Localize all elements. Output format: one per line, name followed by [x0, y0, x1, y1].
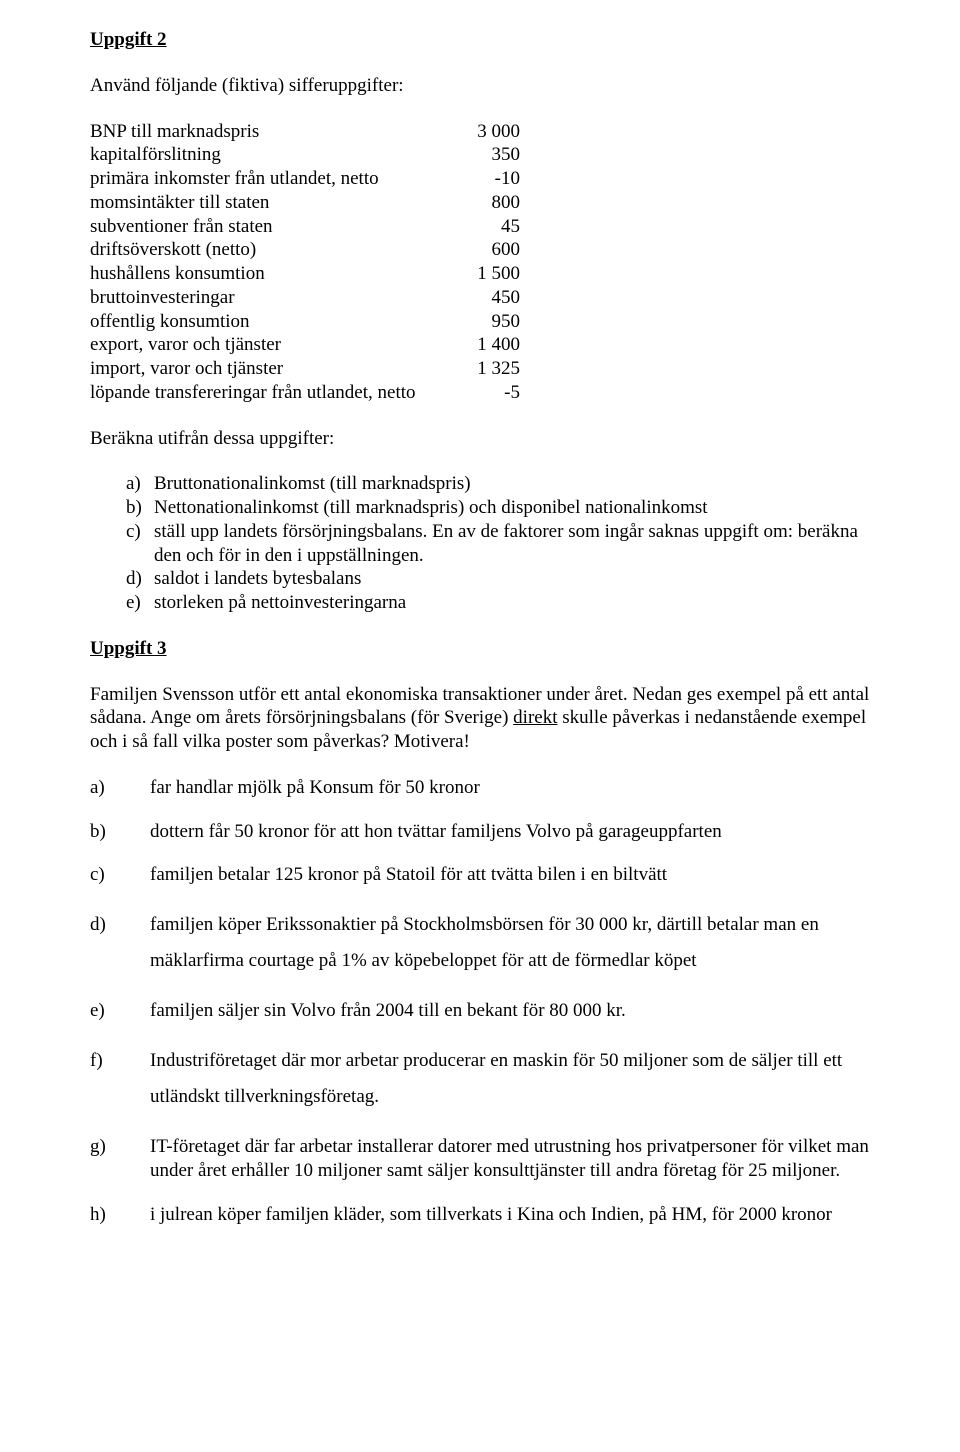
data-row: kapitalförslitning 350 [90, 143, 870, 167]
list-text: ställ upp landets försörjningsbalans. En… [154, 520, 870, 568]
list-item: b) Nettonationalinkomst (till marknadspr… [126, 496, 870, 520]
data-row: löpande transfereringar från utlandet, n… [90, 381, 870, 405]
uppgift2-data-block: BNP till marknadspris 3 000 kapitalförsl… [90, 120, 870, 405]
question-item: b) dottern får 50 kronor för att hon tvä… [90, 820, 870, 844]
data-value: 1 400 [460, 333, 520, 357]
list-text: Bruttonationalinkomst (till marknadspris… [154, 472, 870, 496]
data-label: kapitalförslitning [90, 143, 460, 167]
data-row: primära inkomster från utlandet, netto -… [90, 167, 870, 191]
list-marker: d) [126, 567, 154, 591]
list-item: d) saldot i landets bytesbalans [126, 567, 870, 591]
data-value: -5 [460, 381, 520, 405]
question-marker: e) [90, 999, 150, 1023]
question-text: far handlar mjölk på Konsum för 50 krono… [150, 776, 870, 800]
data-value: 1 500 [460, 262, 520, 286]
data-row: export, varor och tjänster 1 400 [90, 333, 870, 357]
list-item: c) ställ upp landets försörjningsbalans.… [126, 520, 870, 568]
question-item: g) IT-företaget där far arbetar installe… [90, 1135, 870, 1183]
question-text: familjen köper Erikssonaktier på Stockho… [150, 907, 870, 979]
list-text: Nettonationalinkomst (till marknadspris)… [154, 496, 870, 520]
uppgift3-title: Uppgift 3 [90, 637, 870, 661]
data-row: bruttoinvesteringar 450 [90, 286, 870, 310]
data-value: 350 [460, 143, 520, 167]
uppgift3-intro: Familjen Svensson utför ett antal ekonom… [90, 683, 870, 754]
list-marker: c) [126, 520, 154, 568]
question-text: IT-företaget där far arbetar installerar… [150, 1135, 870, 1183]
data-label: BNP till marknadspris [90, 120, 460, 144]
question-marker: a) [90, 776, 150, 800]
intro-underlined: direkt [513, 707, 557, 728]
data-label: löpande transfereringar från utlandet, n… [90, 381, 460, 405]
data-row: import, varor och tjänster 1 325 [90, 357, 870, 381]
list-item: e) storleken på nettoinvesteringarna [126, 591, 870, 615]
data-label: import, varor och tjänster [90, 357, 460, 381]
data-label: hushållens konsumtion [90, 262, 460, 286]
question-item: d) familjen köper Erikssonaktier på Stoc… [90, 907, 870, 979]
list-marker: b) [126, 496, 154, 520]
data-row: hushållens konsumtion 1 500 [90, 262, 870, 286]
question-marker: g) [90, 1135, 150, 1183]
data-value: 800 [460, 191, 520, 215]
question-item: f) Industriföretaget där mor arbetar pro… [90, 1043, 870, 1115]
question-text: familjen betalar 125 kronor på Statoil f… [150, 863, 870, 887]
question-text: familjen säljer sin Volvo från 2004 till… [150, 999, 870, 1023]
uppgift2-letter-list: a) Bruttonationalinkomst (till marknadsp… [90, 472, 870, 615]
question-marker: h) [90, 1203, 150, 1227]
question-marker: d) [90, 907, 150, 979]
data-label: offentlig konsumtion [90, 310, 460, 334]
question-item: c) familjen betalar 125 kronor på Statoi… [90, 863, 870, 887]
question-text: Industriföretaget där mor arbetar produc… [150, 1043, 870, 1115]
uppgift2-intro: Använd följande (fiktiva) sifferuppgifte… [90, 74, 870, 98]
list-text: storleken på nettoinvesteringarna [154, 591, 870, 615]
data-label: momsintäkter till staten [90, 191, 460, 215]
data-value: 1 325 [460, 357, 520, 381]
data-label: bruttoinvesteringar [90, 286, 460, 310]
data-row: driftsöverskott (netto) 600 [90, 238, 870, 262]
data-label: primära inkomster från utlandet, netto [90, 167, 460, 191]
question-item: h) i julrean köper familjen kläder, som … [90, 1203, 870, 1227]
list-item: a) Bruttonationalinkomst (till marknadsp… [126, 472, 870, 496]
data-label: export, varor och tjänster [90, 333, 460, 357]
list-text: saldot i landets bytesbalans [154, 567, 870, 591]
data-row: offentlig konsumtion 950 [90, 310, 870, 334]
list-marker: a) [126, 472, 154, 496]
data-value: 3 000 [460, 120, 520, 144]
data-row: subventioner från staten 45 [90, 215, 870, 239]
data-value: 600 [460, 238, 520, 262]
data-value: 450 [460, 286, 520, 310]
question-item: a) far handlar mjölk på Konsum för 50 kr… [90, 776, 870, 800]
list-marker: e) [126, 591, 154, 615]
question-item: e) familjen säljer sin Volvo från 2004 t… [90, 999, 870, 1023]
data-value: 45 [460, 215, 520, 239]
data-row: momsintäkter till staten 800 [90, 191, 870, 215]
uppgift2-calc-heading: Beräkna utifrån dessa uppgifter: [90, 427, 870, 451]
data-value: -10 [460, 167, 520, 191]
data-label: subventioner från staten [90, 215, 460, 239]
data-row: BNP till marknadspris 3 000 [90, 120, 870, 144]
data-label: driftsöverskott (netto) [90, 238, 460, 262]
question-text: i julrean köper familjen kläder, som til… [150, 1203, 870, 1227]
question-marker: b) [90, 820, 150, 844]
data-value: 950 [460, 310, 520, 334]
uppgift3-questions: a) far handlar mjölk på Konsum för 50 kr… [90, 776, 870, 1227]
question-marker: f) [90, 1043, 150, 1115]
question-marker: c) [90, 863, 150, 887]
question-text: dottern får 50 kronor för att hon tvätta… [150, 820, 870, 844]
uppgift2-title: Uppgift 2 [90, 28, 870, 52]
